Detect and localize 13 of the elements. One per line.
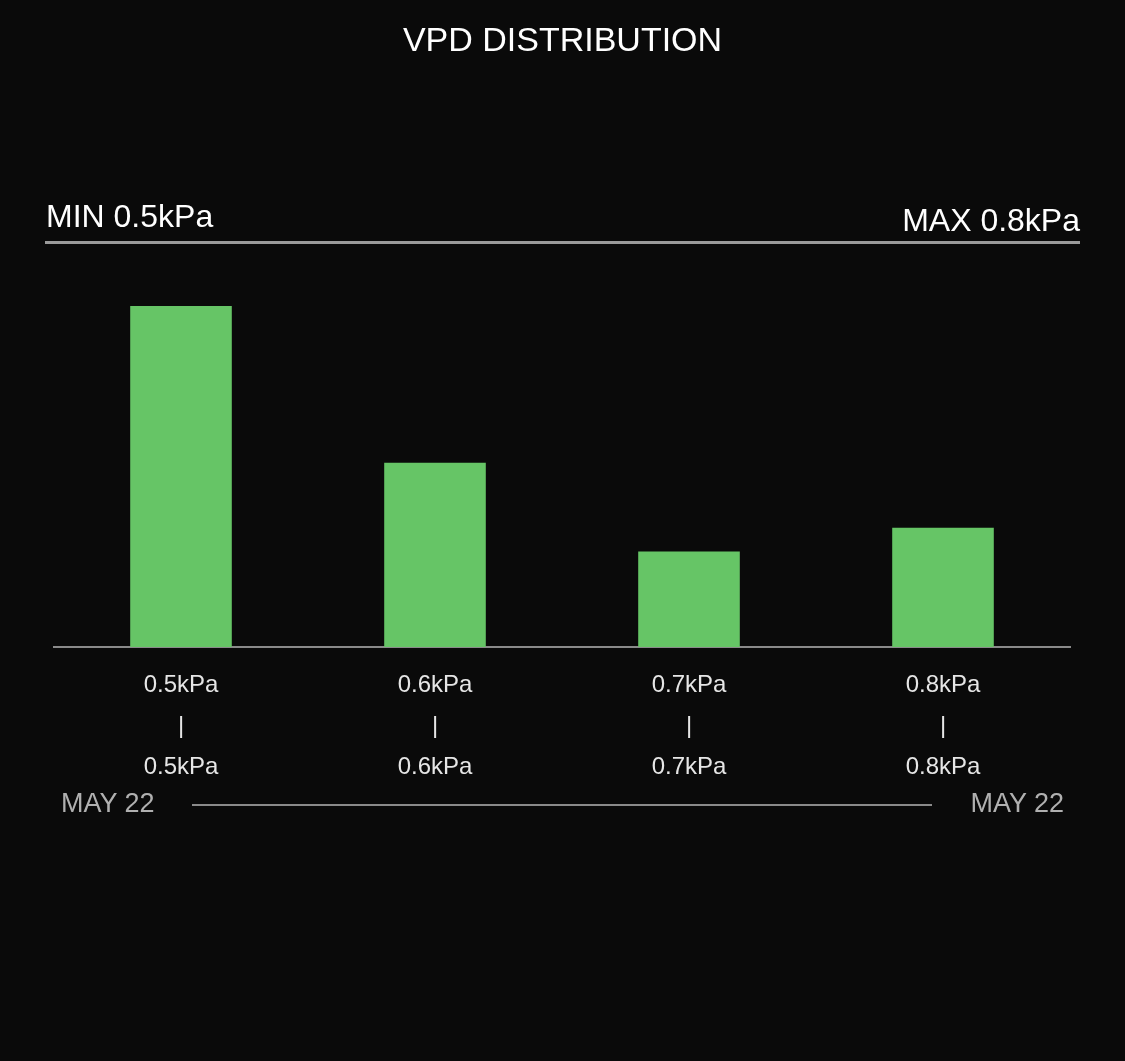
bar [638, 551, 740, 647]
text: MAX 0.8kPa [902, 202, 1080, 239]
x-tick-label: 0.7kPa | 0.7kPa [651, 670, 728, 779]
bar [892, 527, 994, 647]
text: MAY 22 [970, 788, 1064, 819]
bar [130, 306, 232, 647]
x-tick-label: 0.8kPa | 0.8kPa [905, 670, 982, 779]
text: MIN 0.5kPa [46, 198, 214, 235]
x-tick-label: 0.5kPa | 0.5kPa [143, 670, 220, 779]
chart-title: VPD DISTRIBUTION [401, 20, 724, 59]
x-tick-label: 0.6kPa | 0.6kPa [397, 670, 474, 779]
bar [384, 462, 486, 647]
text: MAY 22 [61, 788, 155, 819]
